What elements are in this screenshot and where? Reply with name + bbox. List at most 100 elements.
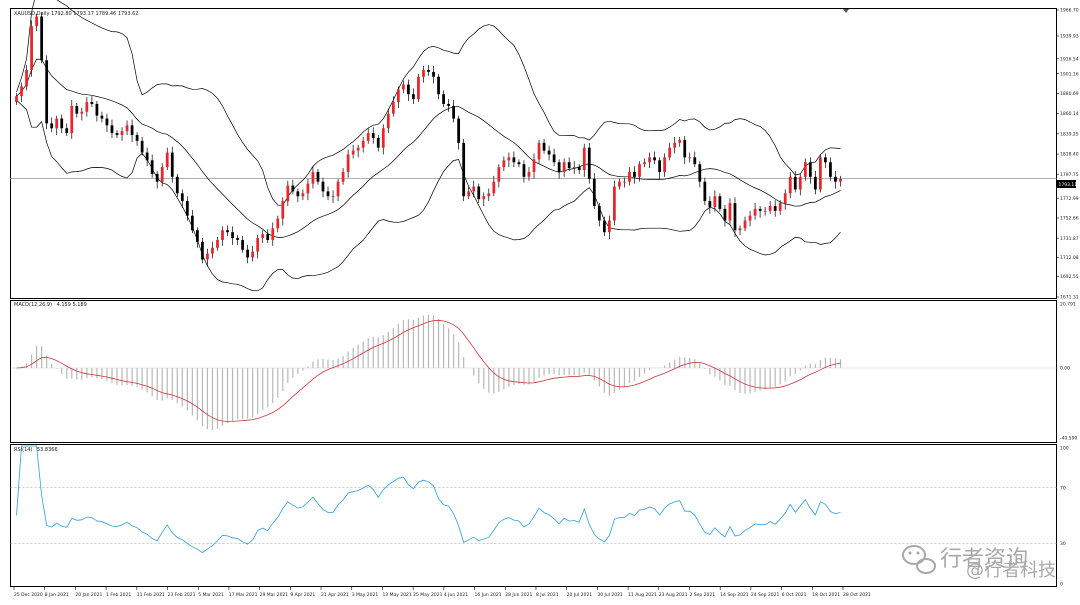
candle-body (597, 205, 601, 221)
candle-body (618, 181, 621, 187)
time-tick-label: 16 Jun 2021 (475, 592, 502, 598)
shift-arrow-icon (843, 9, 849, 13)
candle-body (547, 150, 551, 155)
time-tick-label: 24 Sep 2021 (751, 592, 780, 598)
candle-body (241, 239, 244, 250)
time-tick-label: 20 Jul 2021 (567, 592, 593, 598)
candle-body (115, 133, 119, 136)
candle-body (256, 238, 260, 252)
candle-body (35, 16, 38, 27)
candle-body (517, 162, 521, 165)
candle-body (542, 142, 546, 151)
time-tick-label: 14 Sep 2021 (720, 592, 749, 598)
x-axis-labels: 25 Dec 2020 8 Jan 2021 20 Jan 2021 1 Feb 20… (13, 587, 871, 598)
candle-body (346, 154, 350, 172)
candle-body (15, 96, 18, 103)
macd-title: MACD(12,26,9) 4.159 5.189 (14, 302, 87, 308)
candle-body (768, 205, 772, 211)
candle-body (502, 160, 506, 168)
candle-body (813, 176, 817, 190)
time-tick-label: 9 Apr 2021 (290, 592, 315, 598)
time-tick-label: 23 Aug 2021 (659, 592, 688, 598)
time-tick-label: 18 Oct 2021 (812, 592, 840, 598)
candle-body (306, 183, 310, 194)
candle-body (170, 152, 174, 177)
candle-body (628, 171, 631, 182)
candle-body (512, 157, 516, 163)
time-tick-label: 11 Feb 2021 (137, 592, 165, 598)
candle-body (291, 185, 295, 192)
candle-body (422, 69, 425, 77)
rsi-series: 100 70 30 0 (10, 445, 1069, 588)
candle-body (271, 228, 275, 240)
candle-body (432, 71, 435, 77)
time-tick-label: 4 Jun 2021 (444, 592, 468, 598)
price-tick-label: 1752.66 (1060, 216, 1079, 222)
candle-body (100, 115, 104, 119)
price-tick-label: 1880.69 (1060, 91, 1079, 97)
time-tick-label: 29 Mar 2021 (260, 592, 289, 598)
candle-body (165, 152, 169, 168)
candle-body (462, 142, 466, 197)
time-tick-label: 17 Mar 2021 (229, 592, 258, 598)
candle-body (110, 125, 114, 134)
candle-body (447, 103, 450, 106)
candle-body (839, 178, 842, 182)
macd-signal-line (16, 319, 841, 422)
candle-body (105, 118, 109, 126)
candle-body (638, 164, 641, 177)
rsi-pane-border (10, 444, 1057, 587)
candle-body (401, 84, 405, 90)
rsi-tick-label: 100 (1060, 446, 1069, 452)
macd-series: 20.791 0.00 -40.590 (10, 302, 1078, 442)
candle-body (371, 133, 375, 138)
candle-body (145, 152, 149, 161)
candle-body (728, 203, 732, 221)
price-tick-label: 1797.75 (1060, 172, 1079, 178)
candle-body (90, 102, 94, 104)
candle-body (798, 176, 802, 190)
candle-body (527, 171, 531, 177)
candle-body (140, 140, 144, 153)
candle-body (351, 150, 355, 155)
candle-body (50, 123, 54, 129)
watermark: 行者资询 @行者科技 (902, 545, 1056, 581)
candle-body (748, 215, 752, 221)
candle-body (301, 193, 305, 197)
candle-body (552, 154, 556, 163)
candle-body (326, 191, 330, 197)
candle-body (582, 147, 586, 171)
candle-body (602, 220, 606, 233)
time-tick-label: 6 Oct 2021 (782, 592, 807, 598)
candle-body (286, 185, 290, 202)
candle-body (718, 196, 722, 209)
candle-body (562, 162, 566, 172)
candle-body (185, 201, 189, 216)
time-tick-label: 8 Jan 2021 (45, 592, 69, 598)
candle-body (713, 196, 717, 207)
time-tick-label: 20 Jan 2021 (75, 592, 102, 598)
price-tick-label: 1860.14 (1060, 111, 1079, 117)
candle-body (356, 147, 360, 151)
time-tick-label: 21 Apr 2021 (321, 592, 349, 598)
candle-body (75, 105, 79, 114)
time-tick-label: 1 Feb 2021 (106, 592, 131, 598)
candle-body (150, 160, 154, 174)
candle-body (336, 181, 340, 197)
candle-body (266, 234, 270, 240)
price-tick-label: 1916.54 (1060, 56, 1079, 62)
rsi-tick-label: 30 (1060, 541, 1066, 547)
candle-body (467, 191, 471, 197)
candle-body (311, 171, 315, 184)
macd-value: 4.159 5.189 (57, 302, 87, 308)
candle-body (226, 230, 229, 233)
time-tick-label: 28 Jun 2021 (505, 592, 532, 598)
candle-body (25, 69, 28, 87)
candle-body (175, 176, 179, 194)
macd-tick-label: -40.590 (1060, 436, 1078, 442)
candle-body (60, 118, 64, 129)
bollinger-lower-line (16, 99, 841, 292)
candle-body (693, 157, 697, 165)
candle-body (417, 76, 420, 100)
candle-body (673, 142, 677, 148)
